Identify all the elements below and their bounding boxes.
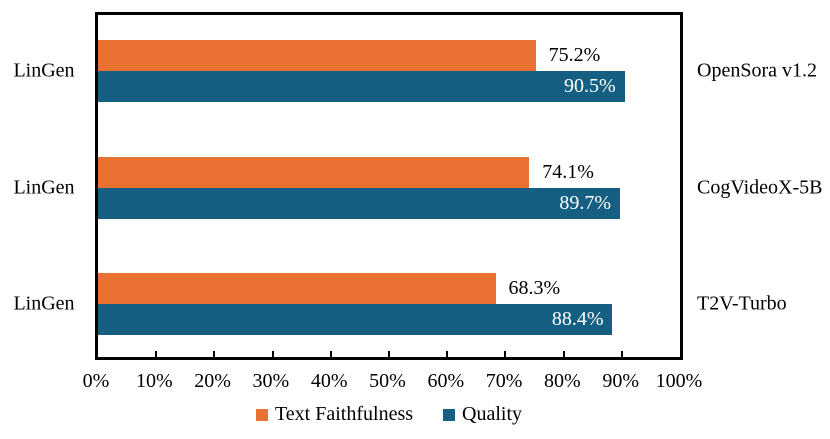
- bar-value-label: 75.2%: [548, 44, 601, 66]
- x-axis-tick-label: 80%: [544, 370, 581, 392]
- x-axis-tick-label: 30%: [252, 370, 290, 392]
- x-axis-tick: [213, 351, 216, 357]
- x-axis-tick-label: 20%: [194, 370, 231, 392]
- bar-value-label: 74.1%: [542, 161, 594, 183]
- right-category-label: T2V-Turbo: [697, 292, 787, 315]
- quality-bar: 89.7%: [98, 188, 621, 219]
- legend-item-text-faithfulness: Text Faithfulness: [255, 403, 414, 426]
- x-axis-tick-label: 40%: [310, 370, 348, 392]
- text-faithfulness-bar: 68.3%: [98, 273, 560, 304]
- bar-value-label: 88.4%: [551, 308, 604, 330]
- legend-label: Text Faithfulness: [274, 403, 414, 425]
- bar-value-label: 89.7%: [559, 192, 612, 214]
- plot-area: 75.2% 90.5% 74.1% 89.7% 68.3% 88.4%: [95, 12, 683, 360]
- x-axis-tick-label: 0%: [82, 370, 110, 392]
- quality-bar: 88.4%: [98, 304, 613, 335]
- bar-value-label: 68.3%: [508, 277, 561, 299]
- x-axis-tick-label: 100%: [655, 370, 703, 392]
- x-axis-tick-label: 10%: [135, 370, 173, 392]
- x-axis-tick: [388, 351, 390, 357]
- x-axis-tick: [446, 351, 449, 357]
- x-axis-tick: [562, 351, 565, 357]
- x-axis-tick-label: 90%: [602, 370, 640, 392]
- x-axis-tick: [620, 351, 623, 357]
- x-axis-tick: [155, 351, 158, 357]
- x-axis-tick: [504, 351, 507, 357]
- left-category-label: LinGen: [13, 292, 75, 315]
- legend-label: Quality: [462, 403, 523, 425]
- left-category-label: LinGen: [13, 59, 75, 82]
- x-axis-tick-label: 50%: [369, 370, 406, 392]
- x-axis-tick: [271, 351, 274, 357]
- x-axis-tick-label: 60%: [427, 370, 465, 392]
- text-faithfulness-bar: 74.1%: [98, 157, 594, 188]
- text-faithfulness-bar: 75.2%: [98, 40, 600, 71]
- legend-item-quality: Quality: [443, 403, 522, 426]
- left-category-label: LinGen: [13, 176, 75, 199]
- right-category-label: CogVideoX-5B: [697, 176, 823, 199]
- legend-swatch: [443, 408, 456, 421]
- chart-legend: Text Faithfulness Quality: [95, 403, 683, 426]
- x-axis-tick: [329, 351, 332, 357]
- legend-swatch: [255, 408, 268, 421]
- quality-bar: 90.5%: [98, 71, 625, 102]
- bar-value-label: 90.5%: [564, 75, 616, 97]
- x-axis-tick-label: 70%: [485, 370, 523, 392]
- right-category-label: OpenSora v1.2: [697, 59, 817, 82]
